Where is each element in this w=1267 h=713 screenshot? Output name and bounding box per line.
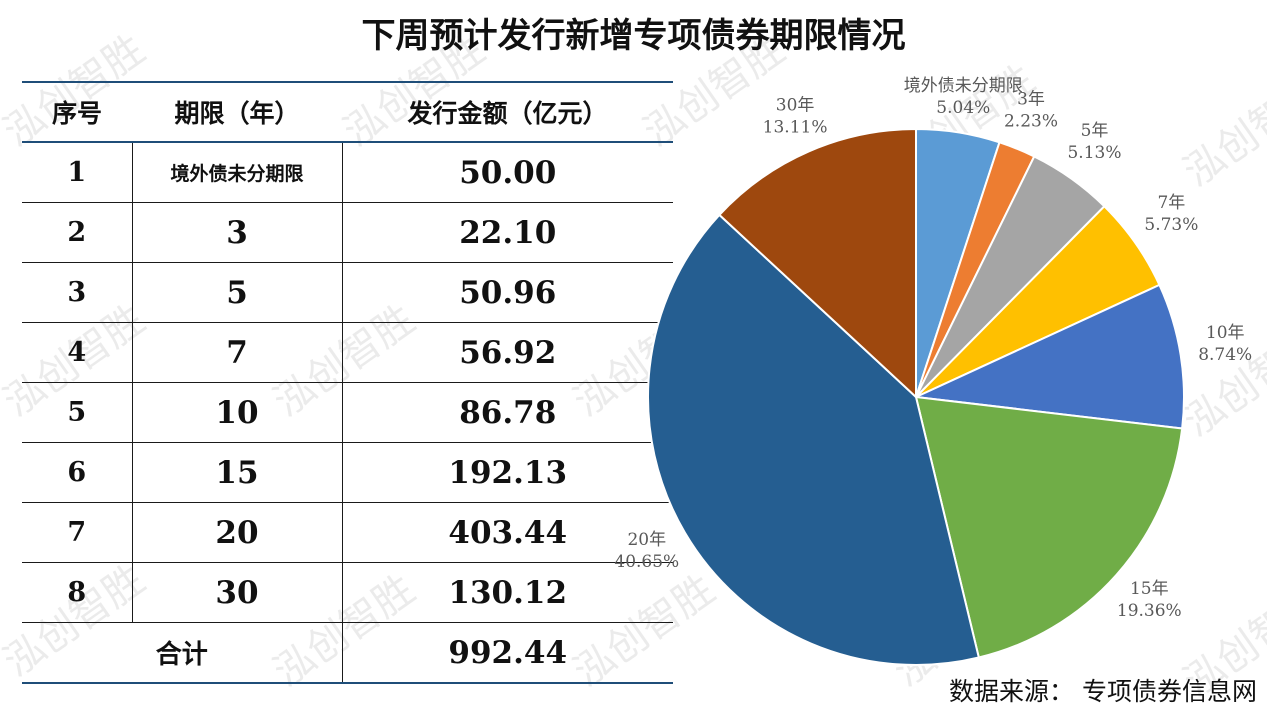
row-amount: 56.92 [341,322,673,383]
table-row: 7 20 403.44 [22,502,673,563]
header-no: 序号 [22,81,132,143]
row-amount: 50.00 [341,142,673,203]
pie-label-category: 3年 [1017,90,1045,110]
pie-slice [914,395,1184,659]
pie-label-percent: 5.73% [1144,215,1198,235]
pie-label-percent: 5.04% [936,98,990,118]
table-row: 1 境外债未分期限 50.00 [22,142,673,203]
row-amount: 50.96 [341,262,673,323]
pie-labels: 境外债未分期限 5.04% 3年 2.23% 5年 5.13%7年 5.73%10年 8.74… [614,76,1252,621]
pie-slice [717,127,917,400]
pie-slice [647,213,981,666]
table-row: 2 3 22.10 [22,202,673,263]
row-no: 5 [22,382,132,443]
row-no: 6 [22,442,132,503]
row-term: 20 [131,502,342,563]
pie-label-category: 15年 [1130,579,1169,599]
row-term: 15 [131,442,342,503]
header-term: 期限（年） [132,81,342,143]
pie-label-category: 境外债未分期限 [904,76,1023,96]
table-row: 3 5 50.96 [22,262,673,323]
row-no: 1 [22,142,132,203]
pie-chart: 境外债未分期限 5.04% 3年 2.23% 5年 5.13%7年 5.73%10年 8.74… [614,76,1252,666]
pie-slices [647,127,1185,666]
row-amount: 192.13 [341,442,673,503]
table-row: 6 15 192.13 [22,442,673,503]
row-amount: 403.44 [341,502,673,563]
pie-label-percent: 13.11% [763,117,828,137]
row-term: 30 [131,562,342,623]
row-term: 境外债未分期限 [131,142,342,203]
total-amount: 992.44 [341,622,673,684]
pie-label: 10年 8.74% [1198,323,1252,365]
table-total-row: 合计 992.44 [22,622,673,684]
table-row: 5 10 86.78 [22,382,673,443]
pie-label: 3年 2.23% [1004,90,1058,132]
page-title: 下周预计发行新增专项债券期限情况 [361,16,906,56]
table-row: 4 7 56.92 [22,322,673,383]
row-no: 8 [22,562,132,623]
pie-label-percent: 8.74% [1198,345,1252,365]
pie-label: 30年 13.11% [763,95,828,137]
pie-label-percent: 40.65% [614,552,679,572]
pie-label: 5年 5.13% [1067,121,1121,163]
pie-label: 15年 19.36% [1117,579,1182,621]
row-term: 5 [131,262,342,323]
pie-label: 7年 5.73% [1144,193,1198,235]
pie-label-percent: 2.23% [1004,112,1058,132]
row-no: 2 [22,202,132,263]
row-term: 7 [131,322,342,383]
table-row: 8 30 130.12 [22,562,673,623]
pie-slice [912,283,1185,430]
table-header-row: 序号 期限（年） 发行金额（亿元） [22,81,673,143]
pie-label-category: 20年 [627,530,666,550]
row-amount: 86.78 [341,382,673,443]
pie-label-category: 5年 [1081,121,1109,141]
pie-label-percent: 19.36% [1117,601,1182,621]
row-amount: 22.10 [341,202,673,263]
row-no: 4 [22,322,132,383]
total-label: 合计 [22,622,342,684]
pie-label: 20年 40.65% [614,530,679,572]
pie-label-percent: 5.13% [1067,143,1121,163]
row-no: 3 [22,262,132,323]
pie-label: 境外债未分期限 5.04% [904,76,1023,118]
row-no: 7 [22,502,132,563]
source-note: 数据来源： 专项债券信息网 [949,677,1257,706]
row-amount: 130.12 [341,562,673,623]
row-term: 10 [131,382,342,443]
term-table: 序号 期限（年） 发行金额（亿元） 1 境外债未分期限 50.00 2 3 22… [22,81,673,684]
pie-label-category: 7年 [1157,193,1185,213]
row-term: 3 [131,202,342,263]
pie-label-category: 10年 [1206,323,1245,343]
header-amount: 发行金额（亿元） [342,81,673,143]
pie-label-category: 30年 [776,95,815,115]
